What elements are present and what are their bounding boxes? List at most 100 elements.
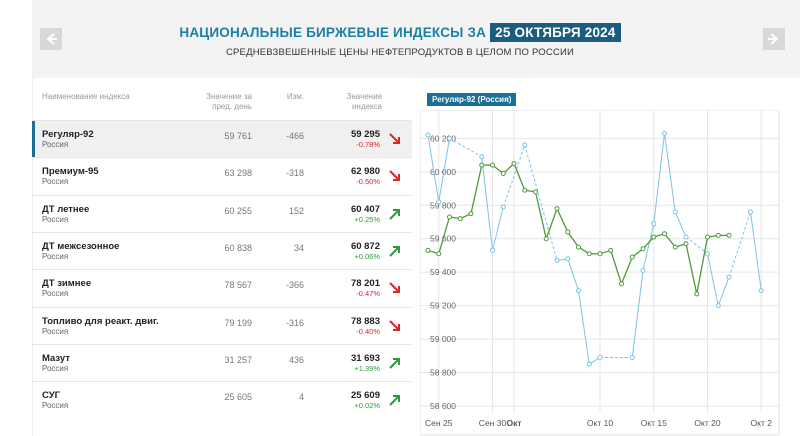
data-point[interactable] <box>726 274 732 280</box>
data-point[interactable] <box>436 251 442 257</box>
data-point[interactable] <box>447 135 452 141</box>
series-segment <box>717 277 730 306</box>
table-row[interactable]: ДТ межсезонное Россия 60 838 34 60 872 +0.06% <box>32 231 412 270</box>
data-point[interactable] <box>640 268 646 274</box>
data-point[interactable] <box>629 254 635 260</box>
data-point[interactable] <box>672 209 678 215</box>
data-point[interactable] <box>758 288 764 294</box>
change-value: 436 <box>288 354 304 365</box>
data-point[interactable] <box>511 160 517 166</box>
data-point[interactable] <box>436 199 442 205</box>
prev-value: 63 298 <box>224 168 252 179</box>
index-name: ДТ летнее <box>42 203 90 215</box>
data-point[interactable] <box>715 232 721 238</box>
series-segment <box>438 216 451 254</box>
y-tick-label: 59 200 <box>430 301 456 311</box>
data-point[interactable] <box>608 247 614 253</box>
index-value: 78 201 <box>350 278 380 290</box>
series-segment <box>620 256 633 285</box>
table-row[interactable]: Регуляр-92 Россия 59 761 -466 59 295 -0.78% <box>32 120 412 158</box>
data-point[interactable] <box>522 187 528 193</box>
prev-date-button[interactable] <box>40 28 62 50</box>
table-row[interactable]: Мазут Россия 31 257 436 31 693 +1.39% <box>32 343 412 382</box>
data-point[interactable] <box>543 236 549 242</box>
y-tick-label: 60 000 <box>430 167 456 177</box>
table-row[interactable]: Топливо для реакт. двиг. Россия 79 199 -316… <box>32 306 412 345</box>
data-point[interactable] <box>425 132 431 138</box>
change-percent: +0.06% <box>354 251 380 261</box>
change-percent: -0.40% <box>356 326 380 336</box>
index-value: 78 883 <box>350 315 380 327</box>
data-point[interactable] <box>619 281 624 287</box>
data-point[interactable] <box>629 354 635 360</box>
data-point[interactable] <box>683 241 689 247</box>
page-title: НАЦИОНАЛЬНЫЕ БИРЖЕВЫЕ ИНДЕКСЫ ЗА 25 ОКТЯБ… <box>0 23 800 42</box>
data-point[interactable] <box>468 211 474 217</box>
change-value: -366 <box>285 280 304 291</box>
data-point[interactable] <box>576 288 581 294</box>
series-segment <box>427 134 440 203</box>
data-point[interactable] <box>662 130 667 136</box>
data-point[interactable] <box>533 189 538 195</box>
data-point[interactable] <box>597 354 603 360</box>
data-point[interactable] <box>662 231 667 237</box>
prev-value: 31 257 <box>224 354 252 365</box>
trend-up-icon <box>389 395 400 406</box>
column-header-value: Значение индекса <box>346 92 382 111</box>
data-point[interactable] <box>479 162 485 168</box>
trend-up-icon <box>389 357 400 369</box>
column-header-prev: Значение за пред. день <box>206 92 252 111</box>
data-point[interactable] <box>447 214 452 220</box>
data-point[interactable] <box>586 361 592 367</box>
data-point[interactable] <box>565 229 571 235</box>
data-point[interactable] <box>522 142 528 148</box>
data-point[interactable] <box>726 232 732 238</box>
index-name: ДТ зимнее <box>42 278 92 290</box>
arrow-left-icon <box>46 33 57 45</box>
change-value: 4 <box>298 392 304 403</box>
table-row[interactable]: ДТ зимнее Россия 78 567 -366 78 201 -0.47% <box>32 269 412 307</box>
data-point[interactable] <box>705 234 710 240</box>
data-point[interactable] <box>490 162 495 168</box>
data-point[interactable] <box>490 247 495 253</box>
data-point[interactable] <box>500 204 506 210</box>
table-row[interactable]: Премиум-95 Россия 63 298 -318 62 980 -0.50% <box>32 157 412 195</box>
column-header-change: Изм. <box>286 92 304 101</box>
data-point[interactable] <box>694 291 700 297</box>
table-row[interactable]: СУГ Россия 25 605 4 25 609 +0.02% <box>32 381 412 419</box>
title-text: НАЦИОНАЛЬНЫЕ БИРЖЕВЫЕ ИНДЕКСЫ ЗА <box>179 25 487 40</box>
x-tick-label: Окт 2 <box>751 418 773 428</box>
data-point[interactable] <box>586 251 592 257</box>
index-name: ДТ межсезонное <box>42 240 120 252</box>
data-point[interactable] <box>651 234 657 240</box>
change-value: 34 <box>293 242 304 253</box>
data-point[interactable] <box>597 251 603 257</box>
data-point[interactable] <box>554 257 560 263</box>
series-segment <box>750 211 762 291</box>
data-point[interactable] <box>500 170 506 176</box>
data-point[interactable] <box>683 234 689 240</box>
data-point[interactable] <box>748 209 753 215</box>
data-point[interactable] <box>425 247 431 253</box>
data-point[interactable] <box>715 303 721 309</box>
trend-down-icon <box>389 319 400 331</box>
data-point[interactable] <box>576 244 581 250</box>
data-point[interactable] <box>554 206 560 212</box>
change-percent: +0.02% <box>354 401 380 411</box>
index-name: Премиум-95 <box>42 166 99 178</box>
series-segment <box>567 231 580 248</box>
series-segment <box>642 236 655 250</box>
data-point[interactable] <box>640 246 646 252</box>
series-segment <box>728 211 751 278</box>
data-point[interactable] <box>705 251 710 257</box>
x-tick-label: Окт 15 <box>641 418 667 428</box>
data-point[interactable] <box>651 221 657 227</box>
index-region: Россия <box>42 401 69 411</box>
data-point[interactable] <box>479 154 485 160</box>
data-point[interactable] <box>672 244 678 250</box>
table-row[interactable]: ДТ летнее Россия 60 255 152 60 407 +0.25% <box>32 194 412 233</box>
data-point[interactable] <box>457 216 463 222</box>
data-point[interactable] <box>565 256 571 262</box>
next-date-button[interactable] <box>763 28 785 50</box>
